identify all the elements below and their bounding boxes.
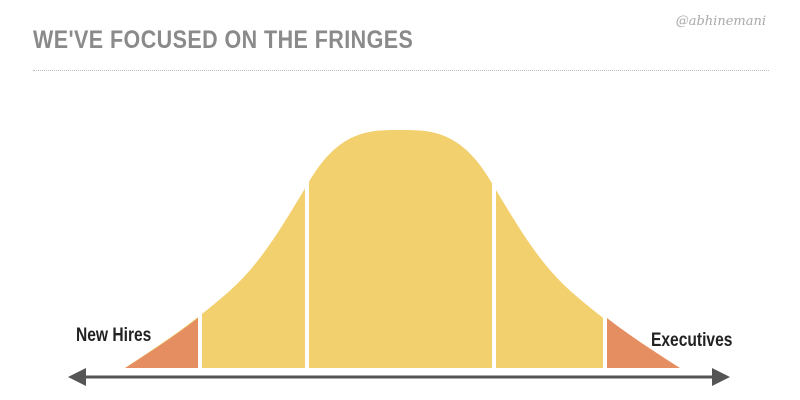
axis-arrow-left-icon <box>68 368 86 386</box>
left-tail-region <box>125 318 198 368</box>
author-handle: @abhinemani <box>675 14 766 29</box>
slide-title: WE'VE FOCUSED ON THE FRINGES <box>33 26 414 54</box>
bell-curve-shape <box>125 130 675 368</box>
executives-label: Executives <box>651 330 733 351</box>
title-divider <box>33 70 769 71</box>
axis-arrow-right-icon <box>712 368 730 386</box>
right-tail-region <box>607 318 680 368</box>
new-hires-label: New Hires <box>76 325 152 346</box>
